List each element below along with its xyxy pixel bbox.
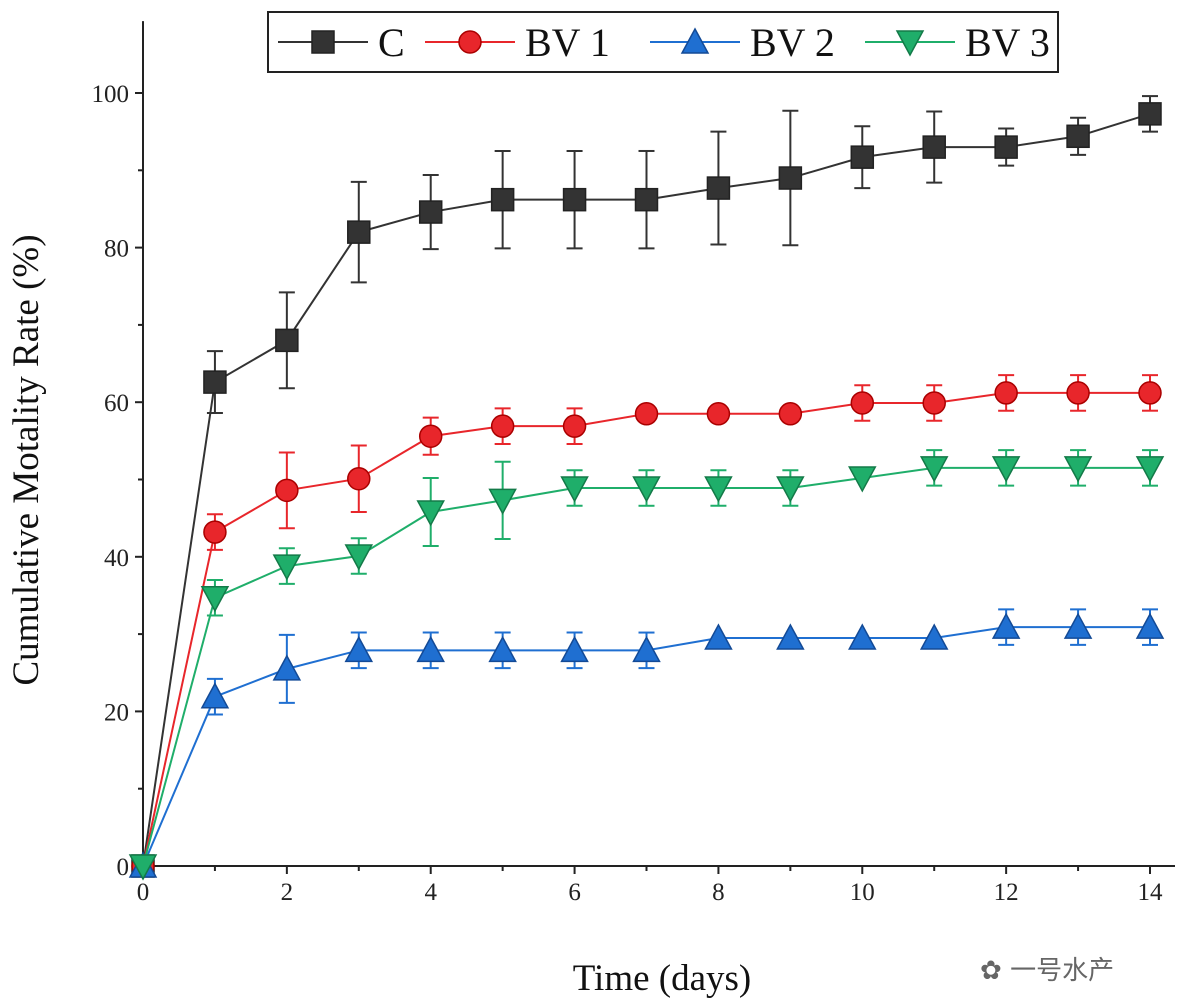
data-point [919, 456, 949, 483]
data-point [272, 654, 302, 681]
x-tick-label: 2 [281, 879, 294, 906]
data-point [1138, 381, 1162, 405]
data-point [850, 391, 875, 415]
x-tick-label: 8 [712, 879, 725, 906]
data-point [203, 520, 227, 544]
data-point [634, 187, 659, 212]
wechat-icon: ✿ [980, 956, 1002, 986]
data-point [704, 476, 733, 503]
data-point [632, 635, 661, 663]
x-tick-label: 10 [850, 879, 875, 906]
data-point [991, 456, 1021, 483]
data-point [1138, 102, 1162, 126]
data-point [418, 424, 443, 448]
data-point [562, 414, 587, 438]
data-point [776, 623, 805, 650]
data-point [706, 402, 731, 426]
x-axis-label: Time (days) [573, 958, 752, 999]
legend-label: BV 2 [750, 20, 835, 65]
data-point [203, 370, 227, 394]
data-point [560, 635, 589, 663]
data-point [994, 381, 1018, 405]
x-tick-label: 12 [994, 879, 1019, 906]
data-point [919, 623, 949, 650]
series-bv3 [128, 449, 1165, 881]
y-axis-label: Cumulative Motality Rate (%) [6, 234, 47, 685]
data-point [275, 478, 299, 503]
data-point [848, 623, 877, 650]
x-tick-label: 4 [424, 879, 437, 906]
data-point [704, 623, 733, 650]
data-point [488, 488, 517, 515]
series-bv2 [128, 608, 1165, 878]
data-point [344, 635, 374, 663]
y-tick-label: 0 [117, 854, 130, 881]
data-point [416, 635, 445, 663]
data-point [778, 166, 803, 190]
data-point [347, 466, 371, 491]
data-point [272, 554, 302, 581]
legend-label: C [378, 20, 405, 65]
data-point [416, 500, 445, 527]
data-point [347, 220, 371, 244]
data-point [706, 176, 731, 200]
data-point [776, 476, 805, 503]
legend: C BV 1 BV 2 BV 3 [267, 11, 1059, 73]
data-point [1066, 381, 1090, 405]
y-tick-label: 100 [92, 81, 130, 108]
watermark-text: 一号水产 [1010, 956, 1115, 986]
data-point [632, 476, 661, 503]
data-point [848, 466, 877, 493]
x-tick-label: 6 [568, 879, 581, 906]
data-point [1066, 124, 1090, 149]
legend-marker [680, 27, 710, 54]
data-point [991, 612, 1021, 639]
data-point [994, 135, 1018, 159]
y-tick-label: 20 [104, 699, 129, 726]
legend-marker [311, 30, 335, 54]
data-point [1135, 612, 1165, 639]
data-point [488, 635, 517, 663]
y-tick-label: 40 [104, 545, 129, 572]
x-tick-label: 0 [137, 879, 150, 906]
legend-label: BV 3 [965, 20, 1050, 65]
data-point [1063, 612, 1093, 639]
data-point [1135, 456, 1165, 483]
legend-marker [895, 30, 925, 57]
data-point [634, 402, 659, 426]
data-point [922, 391, 946, 415]
legend-marker [458, 30, 482, 54]
data-point [1063, 456, 1093, 483]
data-point [128, 854, 158, 881]
data-point [562, 187, 587, 212]
watermark: ✿ 一号水产 [980, 950, 1114, 987]
data-point [200, 682, 230, 709]
x-tick-label: 14 [1138, 879, 1164, 906]
y-tick-label: 60 [104, 390, 129, 417]
y-tick-label: 80 [104, 236, 129, 263]
data-point [275, 328, 299, 353]
data-point [778, 402, 803, 426]
data-point [418, 200, 443, 224]
data-point [344, 544, 374, 571]
data-point [560, 476, 589, 503]
data-point [922, 135, 946, 159]
data-point [850, 145, 875, 169]
legend-label: BV 1 [525, 20, 610, 65]
data-point [490, 414, 515, 438]
data-point [200, 586, 230, 613]
data-point [490, 187, 515, 212]
